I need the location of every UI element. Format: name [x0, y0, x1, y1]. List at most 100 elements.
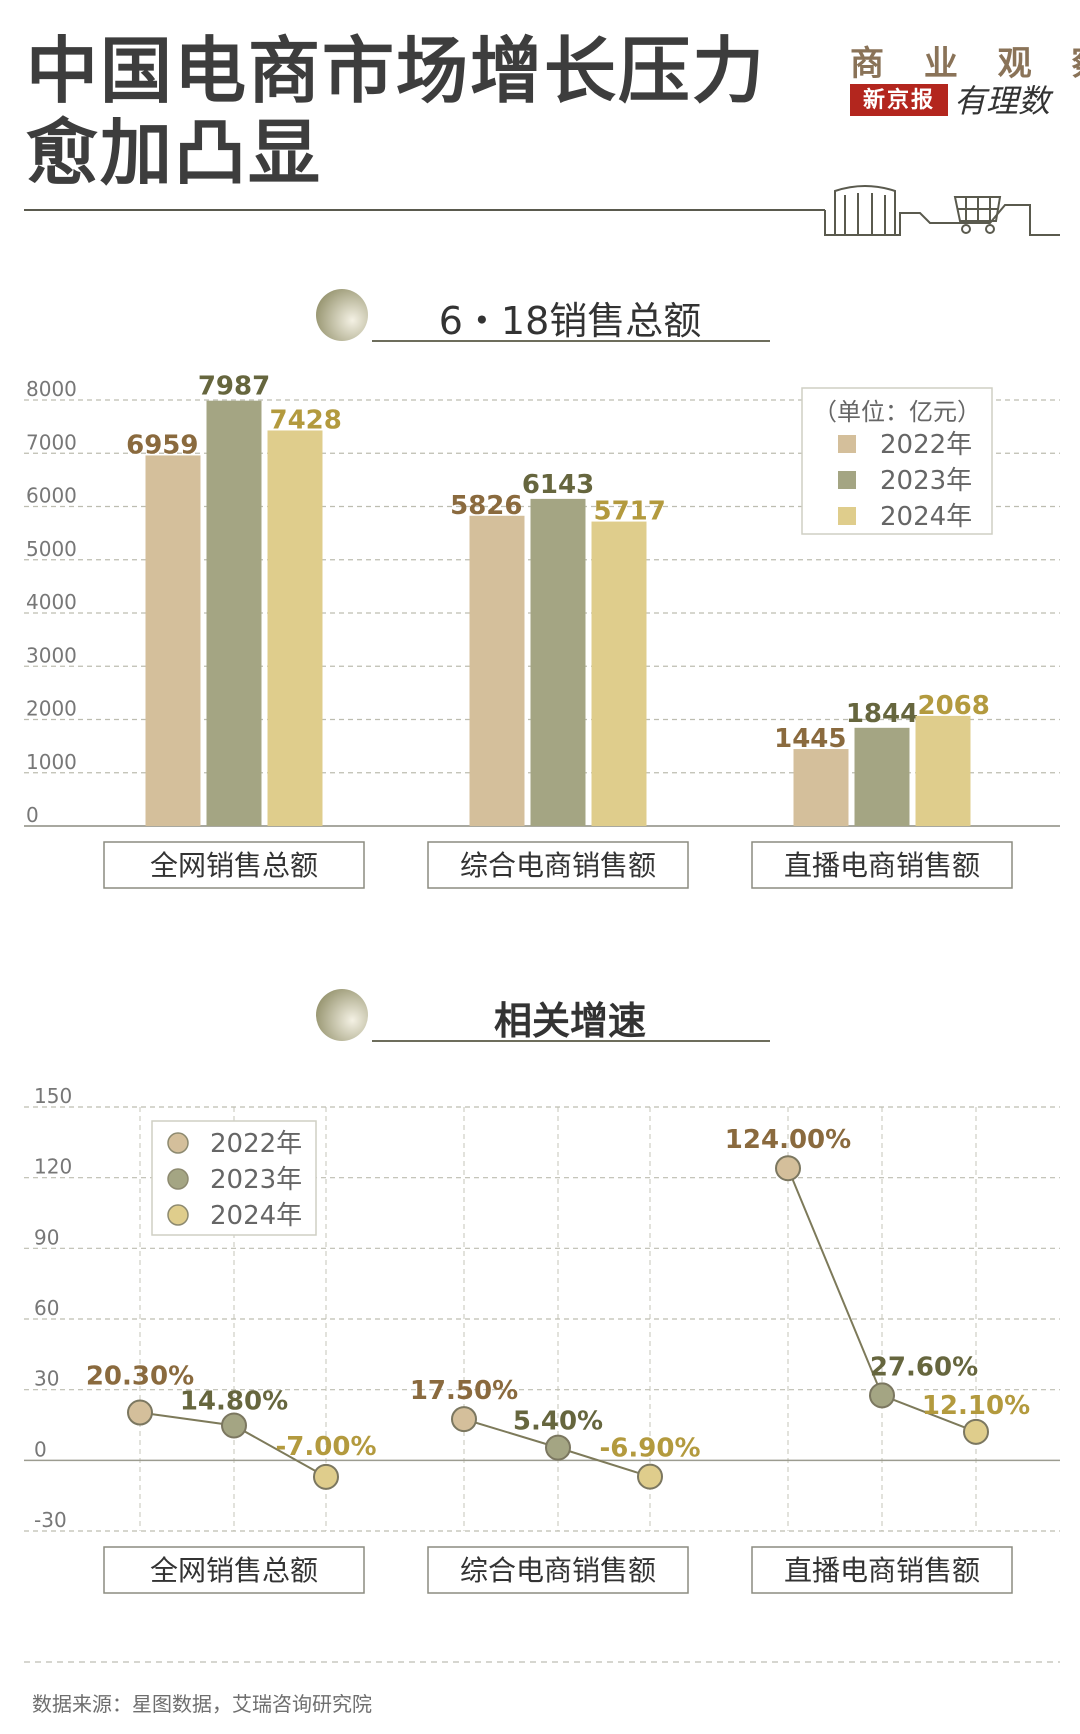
bar [145, 455, 201, 826]
bar-chart: 0 1000 2000 3000 4000 5000 6000 7000 8000 6959798… [24, 372, 1060, 889]
legend-label: 2022年 [210, 1129, 302, 1159]
legend-marker [167, 1204, 189, 1226]
legend-label: 2023年 [880, 466, 972, 496]
category-box [751, 1546, 1013, 1594]
brand-newspaper-name: 新京报 [850, 84, 948, 116]
bar-value-label: 5717 [594, 497, 666, 527]
legend-swatch [838, 435, 856, 453]
category-box [103, 1546, 365, 1594]
bar-value-label: 1445 [774, 724, 846, 754]
legend-marker [167, 1168, 189, 1190]
legend: 2022年 2023年 2024年 [151, 1120, 317, 1236]
legend-swatch [838, 471, 856, 489]
legend-label: 2024年 [210, 1201, 302, 1231]
data-point [127, 1399, 153, 1426]
bar [206, 400, 262, 826]
data-source-note: 数据来源：星图数据，艾瑞咨询研究院 [32, 1692, 372, 1716]
x-tick-label: 全网销售总额 [150, 1554, 318, 1587]
legend: （单位：亿元） 2022年 2023年 2024年 [801, 387, 993, 535]
data-point [963, 1418, 989, 1445]
legend-label: 2023年 [210, 1165, 302, 1195]
bar [793, 749, 849, 826]
x-tick-label: 综合电商销售额 [460, 849, 656, 882]
category-box [103, 841, 365, 889]
bar [530, 498, 586, 826]
bar-value-label: 5826 [450, 491, 522, 521]
bar-value-label: 7987 [198, 372, 270, 402]
y-tick-label: 1000 [26, 750, 77, 774]
legend-swatch [838, 507, 856, 525]
header-divider [24, 185, 1060, 236]
bar [267, 430, 323, 826]
y-tick-label: 4000 [26, 590, 77, 614]
bar-value-label: 1844 [846, 699, 918, 729]
point-value-label: 12.10% [922, 1391, 1030, 1421]
bar [915, 715, 971, 826]
legend-box [801, 387, 993, 535]
point-value-label: 20.30% [86, 1362, 194, 1392]
y-tick-label: 3000 [26, 643, 77, 667]
y-tick-label: 150 [34, 1084, 72, 1108]
divider-trace [824, 204, 1060, 236]
bar-value-label: 7428 [270, 405, 342, 435]
data-point [637, 1463, 663, 1490]
line-chart: -30 0 30 60 90 120 150 20.30%14.80% -7.00% 全网销售总额… [24, 1084, 1060, 1594]
section1-heading-decor [316, 289, 770, 342]
data-point [545, 1434, 571, 1461]
brand-handwriting: 有理数 [954, 82, 1051, 120]
category-box [427, 841, 689, 889]
page-title: 中国电商市场增长压力 愈加凸显 [26, 30, 786, 194]
y-tick-label: 0 [34, 1437, 47, 1461]
point-value-label: 14.80% [180, 1386, 288, 1416]
footer-divider [24, 1661, 1060, 1663]
y-tick-label: 8000 [26, 377, 77, 401]
y-tick-label: -30 [34, 1508, 67, 1532]
cart-icon [953, 196, 1002, 234]
point-value-label: 27.60% [870, 1352, 978, 1382]
point-value-label: 5.40% [513, 1407, 603, 1437]
data-point [221, 1412, 247, 1439]
title-line-1: 中国电商市场增长压力 [26, 29, 767, 113]
line-chart-title: 相关增速 [493, 999, 646, 1043]
point-value-label: 17.50% [410, 1376, 518, 1406]
bar [591, 521, 647, 826]
brand-logo: 商 业 观 察 新京报 有理数 [850, 36, 1080, 126]
x-tick-label: 综合电商销售额 [460, 1554, 656, 1587]
data-point [869, 1382, 895, 1409]
y-tick-label: 90 [34, 1225, 59, 1249]
data-point [313, 1463, 339, 1490]
y-tick-label: 120 [34, 1155, 72, 1179]
category-box [427, 1546, 689, 1594]
bar-value-label: 6959 [126, 430, 198, 460]
brand-column-name: 商 业 观 察 [850, 44, 1080, 84]
section2-heading-decor [316, 989, 770, 1042]
data-point [775, 1155, 801, 1182]
y-tick-label: 0 [26, 803, 39, 827]
shop-icon [834, 185, 896, 235]
y-tick-label: 7000 [26, 430, 77, 454]
y-tick-label: 5000 [26, 537, 77, 561]
data-point [451, 1406, 477, 1433]
x-tick-label: 直播电商销售额 [784, 849, 980, 882]
y-tick-label: 6000 [26, 484, 77, 508]
bar-value-label: 6143 [522, 470, 594, 500]
x-tick-label: 直播电商销售额 [784, 1554, 980, 1587]
bar-value-label: 2068 [918, 691, 990, 721]
point-value-label: 124.00% [725, 1125, 851, 1155]
bar [469, 515, 525, 826]
bar-chart-title: 6・18销售总额 [438, 299, 702, 343]
point-value-label: -7.00% [276, 1432, 377, 1462]
y-tick-label: 30 [34, 1367, 59, 1391]
x-tick-label: 全网销售总额 [150, 849, 318, 882]
legend-unit-label: （单位：亿元） [813, 398, 981, 426]
y-tick-label: 60 [34, 1296, 59, 1320]
legend-label: 2024年 [880, 502, 972, 532]
bar [854, 727, 910, 826]
heading-orb [316, 289, 368, 341]
y-tick-label: 2000 [26, 697, 77, 721]
legend-label: 2022年 [880, 430, 972, 460]
heading-orb [316, 989, 368, 1041]
title-line-2: 愈加凸显 [26, 111, 323, 195]
legend-marker [167, 1132, 189, 1154]
